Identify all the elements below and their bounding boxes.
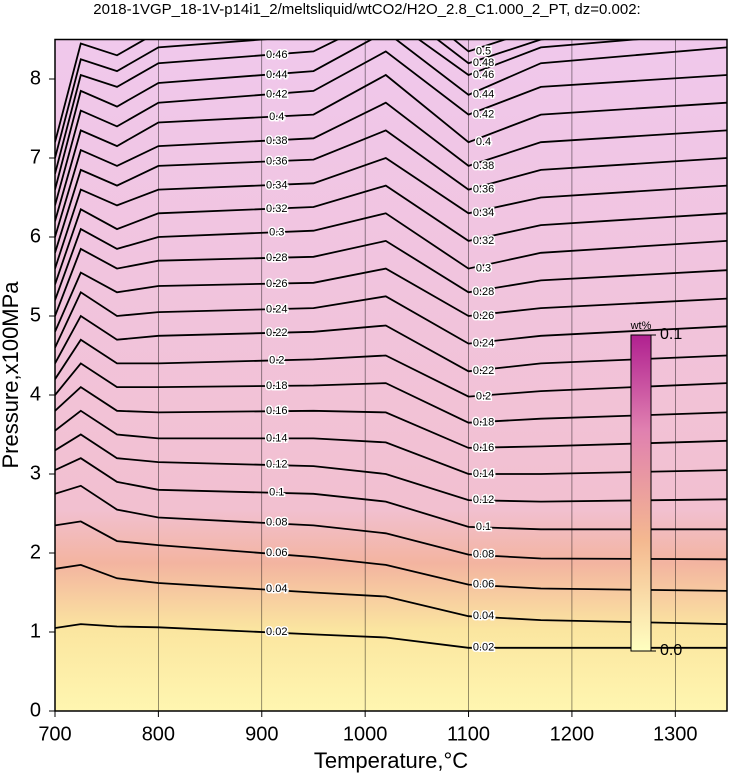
contour-label: 0.3 bbox=[269, 227, 284, 239]
plot-frame bbox=[54, 38, 728, 712]
contour-label: 0.16 bbox=[266, 405, 287, 417]
contour-label: 0.4 bbox=[476, 136, 491, 148]
contour-line bbox=[55, 39, 550, 159]
contour-label: 0.32 bbox=[473, 235, 494, 247]
x-axis-label: Temperature,°C bbox=[314, 748, 468, 773]
contour-label: 0.46 bbox=[473, 69, 494, 81]
y-tick-label: 2 bbox=[30, 541, 41, 563]
contour-line bbox=[55, 290, 727, 348]
x-tick-label: 1300 bbox=[653, 723, 698, 745]
contour-label: 0.42 bbox=[473, 108, 494, 120]
y-tick-label: 5 bbox=[30, 304, 41, 326]
x-tick-label: 1000 bbox=[343, 723, 388, 745]
contour-label: 0.12 bbox=[473, 494, 494, 506]
contour-label: 0.06 bbox=[266, 547, 287, 559]
contour-line bbox=[55, 563, 727, 625]
contour-label: 0.2 bbox=[476, 390, 491, 402]
contour-line bbox=[55, 362, 727, 424]
contour-line bbox=[55, 267, 727, 333]
contour-label: 0.18 bbox=[473, 417, 494, 429]
y-tick-label: 4 bbox=[30, 383, 41, 405]
colorbar-label: wt% bbox=[630, 320, 652, 332]
y-tick-label: 6 bbox=[30, 225, 41, 247]
contour-line bbox=[55, 338, 727, 398]
contour-line bbox=[55, 433, 727, 503]
contour-line bbox=[55, 39, 645, 175]
contour-label: 0.34 bbox=[473, 207, 494, 219]
contour-label: 0.24 bbox=[473, 338, 494, 350]
contour-label: 0.1 bbox=[269, 486, 284, 498]
contour-line bbox=[55, 457, 727, 531]
contour-label: 0.28 bbox=[473, 286, 494, 298]
contour-label: 0.38 bbox=[266, 135, 287, 147]
contour-label: 0.36 bbox=[266, 156, 287, 168]
contour-label: 0.04 bbox=[473, 610, 494, 622]
contour-label: 0.04 bbox=[266, 583, 287, 595]
contour-label: 0.4 bbox=[269, 111, 284, 123]
y-tick-label: 7 bbox=[30, 146, 41, 168]
contour-label: 0.22 bbox=[266, 327, 287, 339]
contour-line bbox=[55, 484, 727, 561]
contour-label: 0.02 bbox=[473, 642, 494, 654]
contour-label: 0.1 bbox=[476, 521, 491, 533]
contour-line bbox=[55, 157, 727, 269]
x-tick-label: 1100 bbox=[447, 723, 490, 745]
plot-background bbox=[55, 39, 727, 711]
colorbar-tick-label: 0.1 bbox=[660, 326, 682, 343]
contour-line bbox=[55, 623, 727, 649]
contour-line bbox=[55, 73, 727, 222]
y-tick-label: 3 bbox=[30, 462, 41, 484]
y-tick-label: 1 bbox=[30, 620, 41, 642]
contour-label: 0.38 bbox=[473, 160, 494, 172]
y-tick-label: 0 bbox=[30, 699, 41, 721]
contour-line bbox=[55, 239, 727, 317]
contour-label: 0.14 bbox=[473, 468, 494, 480]
contour-label: 0.46 bbox=[266, 49, 287, 61]
contour-label: 0.12 bbox=[266, 459, 287, 471]
contour-line bbox=[55, 184, 727, 285]
x-tick-label: 1200 bbox=[550, 723, 595, 745]
contour-line bbox=[55, 409, 727, 475]
contour-label: 0.02 bbox=[266, 626, 287, 638]
contour-label: 0.26 bbox=[473, 310, 494, 322]
contour-label: 0.5 bbox=[476, 45, 491, 57]
contour-label: 0.3 bbox=[476, 263, 491, 275]
x-tick-label: 700 bbox=[38, 723, 71, 745]
contour-line bbox=[55, 314, 727, 373]
contour-label: 0.34 bbox=[266, 179, 287, 191]
chart-title: 2018-1VGP_18-1V-p14i1_2/meltsliquid/wtCO… bbox=[93, 1, 640, 18]
contour-label: 0.44 bbox=[266, 69, 287, 81]
colorbar bbox=[630, 334, 652, 652]
contour-line bbox=[55, 129, 727, 254]
contour-line bbox=[55, 385, 727, 449]
contour-label: 0.22 bbox=[473, 365, 494, 377]
contour-label: 0.08 bbox=[473, 548, 494, 560]
contour-line bbox=[55, 39, 508, 143]
contour-line bbox=[55, 212, 727, 301]
contour-line bbox=[55, 520, 727, 592]
contour-line bbox=[55, 50, 727, 206]
contour-label: 0.36 bbox=[473, 184, 494, 196]
contour-label: 0.42 bbox=[266, 89, 287, 101]
contour-label: 0.16 bbox=[473, 442, 494, 454]
contour-label: 0.28 bbox=[266, 252, 287, 264]
contour-label: 0.06 bbox=[473, 579, 494, 591]
x-tick-label: 900 bbox=[245, 723, 278, 745]
colorbar-tick-label: 0.0 bbox=[660, 642, 682, 659]
y-tick-label: 8 bbox=[30, 67, 41, 89]
contour-label: 0.48 bbox=[473, 57, 494, 69]
contour-label: 0.08 bbox=[266, 517, 287, 529]
contour-label: 0.32 bbox=[266, 203, 287, 215]
contour-label: 0.24 bbox=[266, 303, 287, 315]
contour-label: 0.14 bbox=[266, 432, 287, 444]
contour-line bbox=[55, 39, 727, 190]
contour-label: 0.26 bbox=[266, 278, 287, 290]
contour-line bbox=[55, 101, 727, 238]
x-tick-label: 800 bbox=[142, 723, 175, 745]
y-axis-label: Pressure,x100MPa bbox=[0, 281, 23, 469]
contour-label: 0.2 bbox=[269, 355, 284, 367]
contour-label: 0.44 bbox=[473, 89, 494, 101]
contour-label: 0.18 bbox=[266, 380, 287, 392]
